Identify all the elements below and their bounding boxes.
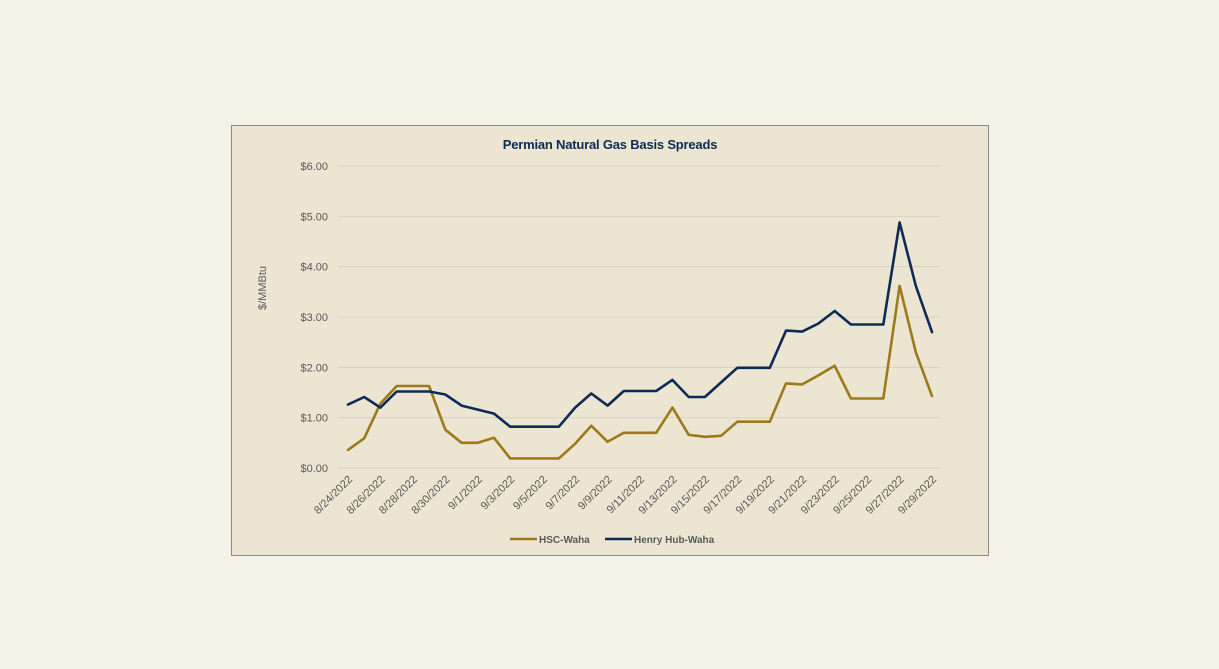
y-tick-label: $6.00	[300, 161, 328, 173]
gridlines	[338, 165, 940, 469]
chart-svg: $0.00 $1.00 $2.00 $3.00 $4.00 $5.00 $6.00 $/MMB…	[257, 161, 940, 546]
x-axis: 8/24/20228/26/20228/28/20228/30/20229/1/…	[312, 474, 939, 517]
y-tick-label: $1.00	[300, 413, 328, 425]
y-tick-label: $5.00	[300, 211, 328, 223]
x-tick-label: 9/5/2022	[511, 474, 550, 513]
legend: HSC-Waha Henry Hub-Waha	[510, 535, 715, 546]
x-tick-label: 9/7/2022	[543, 474, 582, 513]
legend-label: Henry Hub-Waha	[634, 535, 715, 546]
chart-title: Permian Natural Gas Basis Spreads	[502, 137, 718, 152]
chart-card: Permian Natural Gas Basis Spreads $0.00 $…	[231, 125, 989, 556]
y-tick-label: $2.00	[300, 362, 328, 374]
y-tick-label: $3.00	[300, 312, 328, 324]
series-lines	[346, 221, 934, 460]
y-axis: $0.00 $1.00 $2.00 $3.00 $4.00 $5.00 $6.00 $/MMB…	[257, 161, 328, 475]
x-tick-label: 9/3/2022	[479, 474, 518, 513]
y-tick-label: $4.00	[300, 262, 328, 274]
y-tick-label: $0.00	[300, 463, 328, 475]
series-line-hsc-waha	[346, 284, 934, 460]
legend-label: HSC-Waha	[539, 535, 590, 546]
x-tick-label: 9/1/2022	[446, 474, 485, 513]
y-axis-title: $/MMBtu	[257, 266, 269, 310]
series-line-henry-hub-waha	[346, 221, 934, 429]
